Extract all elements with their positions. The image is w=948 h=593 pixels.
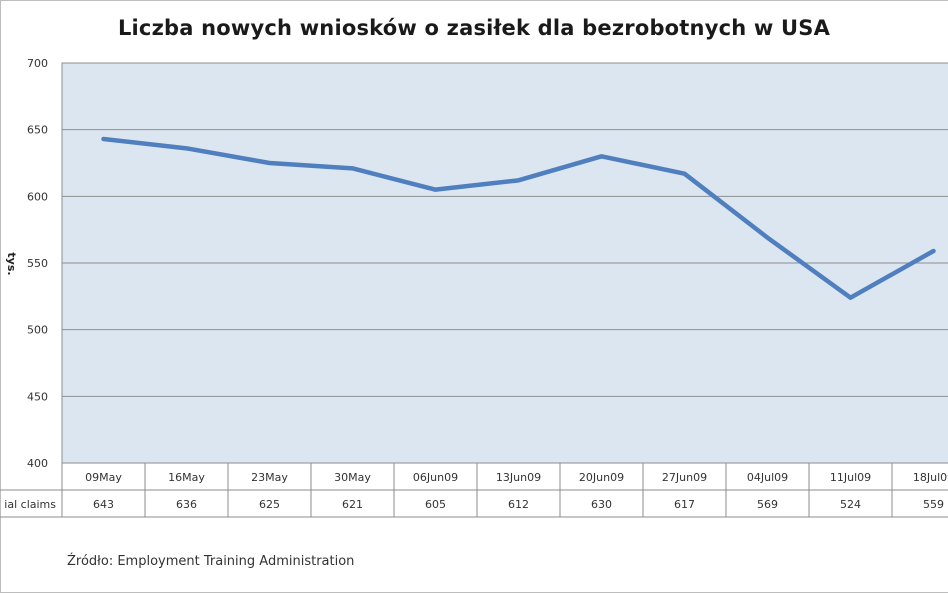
x-tick-label: 18Jul09 bbox=[913, 471, 948, 484]
data-label: 569 bbox=[757, 498, 778, 511]
chart-title: Liczba nowych wniosków o zasiłek dla bez… bbox=[117, 16, 831, 40]
y-axis-label: tys. bbox=[5, 252, 18, 275]
data-table: 09May 643 16May 636 23May 625 30May 621 06Jun09 6… bbox=[0, 463, 948, 518]
x-tick-label: 27Jun09 bbox=[662, 471, 707, 484]
x-tick-label: 11Jul09 bbox=[830, 471, 871, 484]
x-tick-label: 23May bbox=[251, 471, 288, 484]
x-tick-label: 06Jun09 bbox=[413, 471, 458, 484]
data-label: 559 bbox=[923, 498, 944, 511]
data-label: 612 bbox=[508, 498, 529, 511]
y-axis-ticks: 700 650 600 550 500 450 400 bbox=[27, 57, 48, 470]
y-tick-label: 600 bbox=[27, 190, 48, 203]
x-tick-label: 09May bbox=[85, 471, 122, 484]
data-label: 630 bbox=[591, 498, 612, 511]
data-label: 636 bbox=[176, 498, 197, 511]
y-tick-label: 500 bbox=[27, 324, 48, 337]
x-tick-label: 16May bbox=[168, 471, 205, 484]
y-tick-label: 650 bbox=[27, 124, 48, 137]
data-label: 605 bbox=[425, 498, 446, 511]
x-tick-label: 13Jun09 bbox=[496, 471, 541, 484]
gridlines bbox=[62, 129, 948, 397]
y-tick-label: 700 bbox=[27, 57, 48, 70]
x-tick-label: 04Jul09 bbox=[747, 471, 788, 484]
data-label: 524 bbox=[840, 498, 861, 511]
y-tick-label: 450 bbox=[27, 390, 48, 403]
y-tick-label: 400 bbox=[27, 457, 48, 470]
y-tick-label: 550 bbox=[27, 257, 48, 270]
data-label: 621 bbox=[342, 498, 363, 511]
data-label: 617 bbox=[674, 498, 695, 511]
data-label: 643 bbox=[93, 498, 114, 511]
series-line bbox=[101, 136, 936, 300]
data-label: 625 bbox=[259, 498, 280, 511]
x-tick-label: 20Jun09 bbox=[579, 471, 624, 484]
legend-series-name: ial claims bbox=[4, 498, 56, 511]
source-note: Źródło: Employment Training Administrati… bbox=[67, 554, 355, 569]
x-tick-label: 30May bbox=[334, 471, 371, 484]
